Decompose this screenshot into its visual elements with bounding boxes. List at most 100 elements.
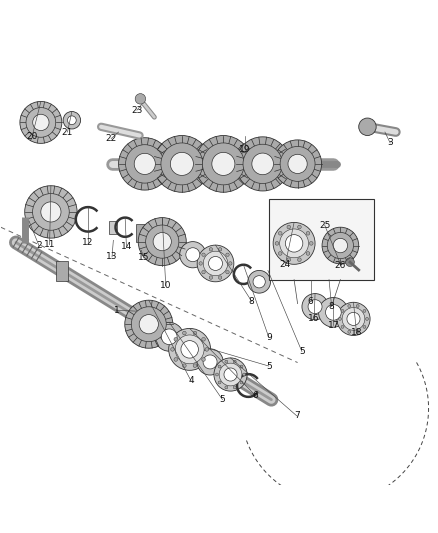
Text: 6: 6: [308, 297, 314, 306]
Circle shape: [325, 304, 341, 320]
Circle shape: [197, 349, 223, 375]
Circle shape: [161, 143, 203, 185]
Text: 22: 22: [106, 134, 117, 143]
Circle shape: [202, 337, 205, 341]
Circle shape: [161, 329, 177, 345]
Circle shape: [288, 154, 307, 174]
Text: 6: 6: [252, 391, 258, 400]
Circle shape: [341, 325, 344, 328]
Text: 17: 17: [328, 321, 339, 330]
Circle shape: [219, 248, 222, 251]
Circle shape: [193, 364, 197, 368]
Text: 9: 9: [266, 333, 272, 342]
Circle shape: [205, 348, 208, 351]
Circle shape: [356, 330, 359, 333]
Text: 3: 3: [387, 139, 393, 148]
Text: 13: 13: [106, 253, 118, 261]
Circle shape: [233, 386, 236, 389]
Circle shape: [153, 135, 210, 192]
Circle shape: [155, 322, 184, 351]
Bar: [269, 199, 374, 280]
Circle shape: [153, 232, 171, 251]
Circle shape: [212, 152, 235, 175]
Circle shape: [248, 270, 271, 293]
Circle shape: [280, 147, 315, 181]
Circle shape: [287, 225, 291, 229]
Circle shape: [233, 360, 236, 363]
Circle shape: [346, 258, 354, 266]
Circle shape: [297, 225, 301, 229]
Circle shape: [333, 238, 348, 253]
Circle shape: [203, 355, 217, 369]
Circle shape: [240, 381, 243, 384]
Circle shape: [199, 262, 202, 265]
Circle shape: [308, 300, 322, 313]
Circle shape: [240, 365, 243, 368]
Circle shape: [174, 337, 178, 341]
Circle shape: [341, 310, 344, 312]
Text: 5: 5: [219, 395, 226, 404]
Bar: [110, 221, 117, 234]
Circle shape: [32, 193, 69, 230]
Circle shape: [126, 144, 164, 183]
Bar: [56, 261, 68, 281]
Text: 21: 21: [62, 127, 73, 136]
Text: 7: 7: [294, 411, 300, 421]
Text: 19: 19: [240, 145, 251, 154]
Circle shape: [273, 222, 315, 264]
Text: 23: 23: [131, 106, 143, 115]
Circle shape: [138, 217, 186, 265]
Circle shape: [202, 358, 205, 361]
Circle shape: [209, 276, 212, 279]
Circle shape: [197, 245, 234, 282]
Circle shape: [279, 252, 282, 255]
Circle shape: [327, 232, 353, 259]
Circle shape: [125, 300, 173, 348]
Text: 1: 1: [113, 305, 119, 314]
Circle shape: [243, 144, 283, 183]
Circle shape: [297, 258, 301, 262]
Circle shape: [219, 363, 242, 386]
Circle shape: [348, 304, 351, 308]
Circle shape: [63, 111, 81, 129]
Text: 12: 12: [82, 238, 94, 247]
Circle shape: [279, 231, 282, 235]
Circle shape: [229, 262, 232, 265]
Text: 10: 10: [160, 281, 172, 290]
Text: 11: 11: [44, 240, 55, 249]
Circle shape: [348, 330, 351, 333]
Circle shape: [33, 114, 49, 131]
Circle shape: [183, 364, 186, 368]
Circle shape: [174, 358, 178, 361]
Text: 5: 5: [266, 361, 272, 370]
Text: 5: 5: [299, 347, 305, 356]
Circle shape: [363, 325, 366, 328]
Circle shape: [67, 116, 76, 125]
Circle shape: [337, 302, 370, 335]
Circle shape: [287, 258, 291, 262]
Circle shape: [214, 358, 247, 391]
Circle shape: [322, 227, 359, 264]
Circle shape: [193, 331, 197, 335]
Circle shape: [347, 312, 360, 326]
Circle shape: [215, 373, 219, 376]
Circle shape: [219, 276, 222, 279]
Circle shape: [286, 235, 303, 252]
Circle shape: [236, 137, 290, 191]
Circle shape: [202, 143, 244, 185]
Circle shape: [306, 252, 310, 255]
Circle shape: [274, 140, 321, 188]
Text: 2: 2: [36, 241, 42, 251]
Circle shape: [139, 314, 159, 334]
Text: 15: 15: [138, 253, 150, 262]
Circle shape: [226, 270, 229, 274]
Text: 25: 25: [319, 221, 330, 230]
Circle shape: [218, 365, 221, 368]
Circle shape: [224, 368, 237, 381]
Circle shape: [195, 135, 252, 192]
Circle shape: [183, 331, 186, 335]
Circle shape: [119, 138, 171, 190]
Text: 16: 16: [308, 314, 320, 324]
Circle shape: [280, 229, 308, 258]
Circle shape: [41, 202, 61, 222]
